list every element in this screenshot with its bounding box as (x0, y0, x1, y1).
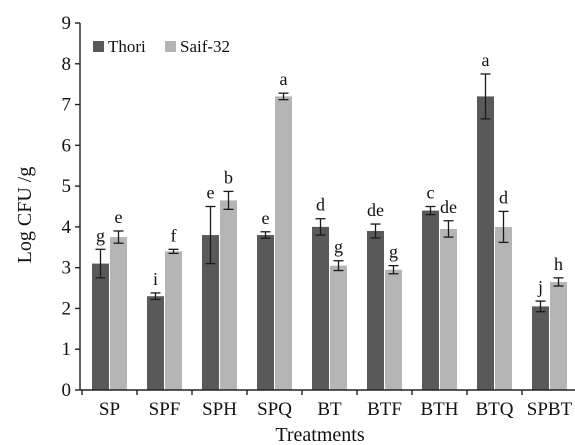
x-tick-label: BTH (421, 399, 459, 420)
y-tick-label: 6 (62, 135, 72, 156)
legend-swatch (165, 41, 176, 52)
significance-label: h (554, 254, 563, 274)
significance-label: j (537, 277, 543, 297)
x-tick-label: SPQ (257, 399, 292, 420)
bars (92, 96, 567, 391)
bar-thori-sp (92, 263, 109, 390)
y-tick-label: 3 (62, 258, 72, 279)
y-axis: 0 1 2 3 4 5 6 7 8 9 (62, 13, 81, 401)
bar-thori-btf (367, 230, 384, 390)
significance-label: g (96, 225, 105, 245)
bar-saif-32-sph (220, 200, 237, 390)
significance-label: e (262, 208, 270, 228)
significance-label: b (224, 167, 233, 187)
y-tick-label: 4 (62, 217, 72, 238)
bar-thori-spbt (532, 306, 549, 390)
y-tick-label: 1 (62, 339, 72, 360)
x-tick-label: BTF (367, 399, 402, 420)
y-tick-label: 7 (62, 95, 72, 116)
significance-label: g (389, 242, 398, 262)
y-tick-label: 8 (62, 54, 72, 75)
error-bars (95, 73, 564, 313)
y-tick-label: 5 (62, 176, 72, 197)
significance-label: i (153, 269, 158, 289)
significance-label: g (334, 237, 343, 257)
x-axis: SP SPF SPH SPQ BT BTF BTH BTQ SPBT (80, 389, 575, 420)
bar-thori-bth (422, 210, 439, 390)
bar-saif-32-spf (165, 251, 182, 390)
bar-saif-32-spq (275, 96, 292, 391)
x-tick-label: SP (99, 399, 120, 420)
legend: Thori Saif-32 (93, 37, 230, 56)
x-axis-title: Treatments (275, 424, 364, 445)
x-tick-label: BTQ (476, 399, 514, 420)
bar-saif-32-spbt (550, 281, 567, 390)
significance-label: e (207, 183, 215, 203)
y-tick-label: 9 (62, 13, 72, 34)
y-axis-title: Log CFU /g (14, 167, 36, 264)
significance-label: de (440, 197, 457, 217)
bar-saif-32-bth (440, 228, 457, 390)
bar-saif-32-bt (330, 265, 347, 390)
significance-label: e (115, 207, 123, 227)
significance-label: a (482, 50, 490, 70)
x-tick-label: SPH (202, 399, 237, 420)
legend-label: Saif-32 (180, 37, 230, 56)
bar-saif-32-sp (110, 237, 127, 390)
significance-label: c (427, 183, 435, 203)
significance-label: a (280, 69, 288, 89)
significance-label: d (316, 195, 325, 215)
bar-thori-bt (312, 226, 329, 390)
bar-thori-spf (147, 296, 164, 390)
bar-thori-btq (477, 96, 494, 391)
bar-thori-sph (202, 235, 219, 390)
significance-label: d (499, 187, 508, 207)
y-tick-label: 2 (62, 298, 72, 319)
x-tick-label: SPBT (527, 399, 573, 420)
significance-label: de (367, 200, 384, 220)
legend-label: Thori (108, 37, 146, 56)
x-tick-label: SPF (149, 399, 181, 420)
x-tick-label: BT (317, 399, 342, 420)
y-tick-label: 0 (62, 380, 72, 401)
bar-saif-32-btq (495, 226, 512, 390)
significance-label: f (171, 225, 177, 245)
bar-saif-32-btf (385, 269, 402, 390)
legend-swatch (93, 41, 104, 52)
bar-thori-spq (257, 235, 274, 390)
